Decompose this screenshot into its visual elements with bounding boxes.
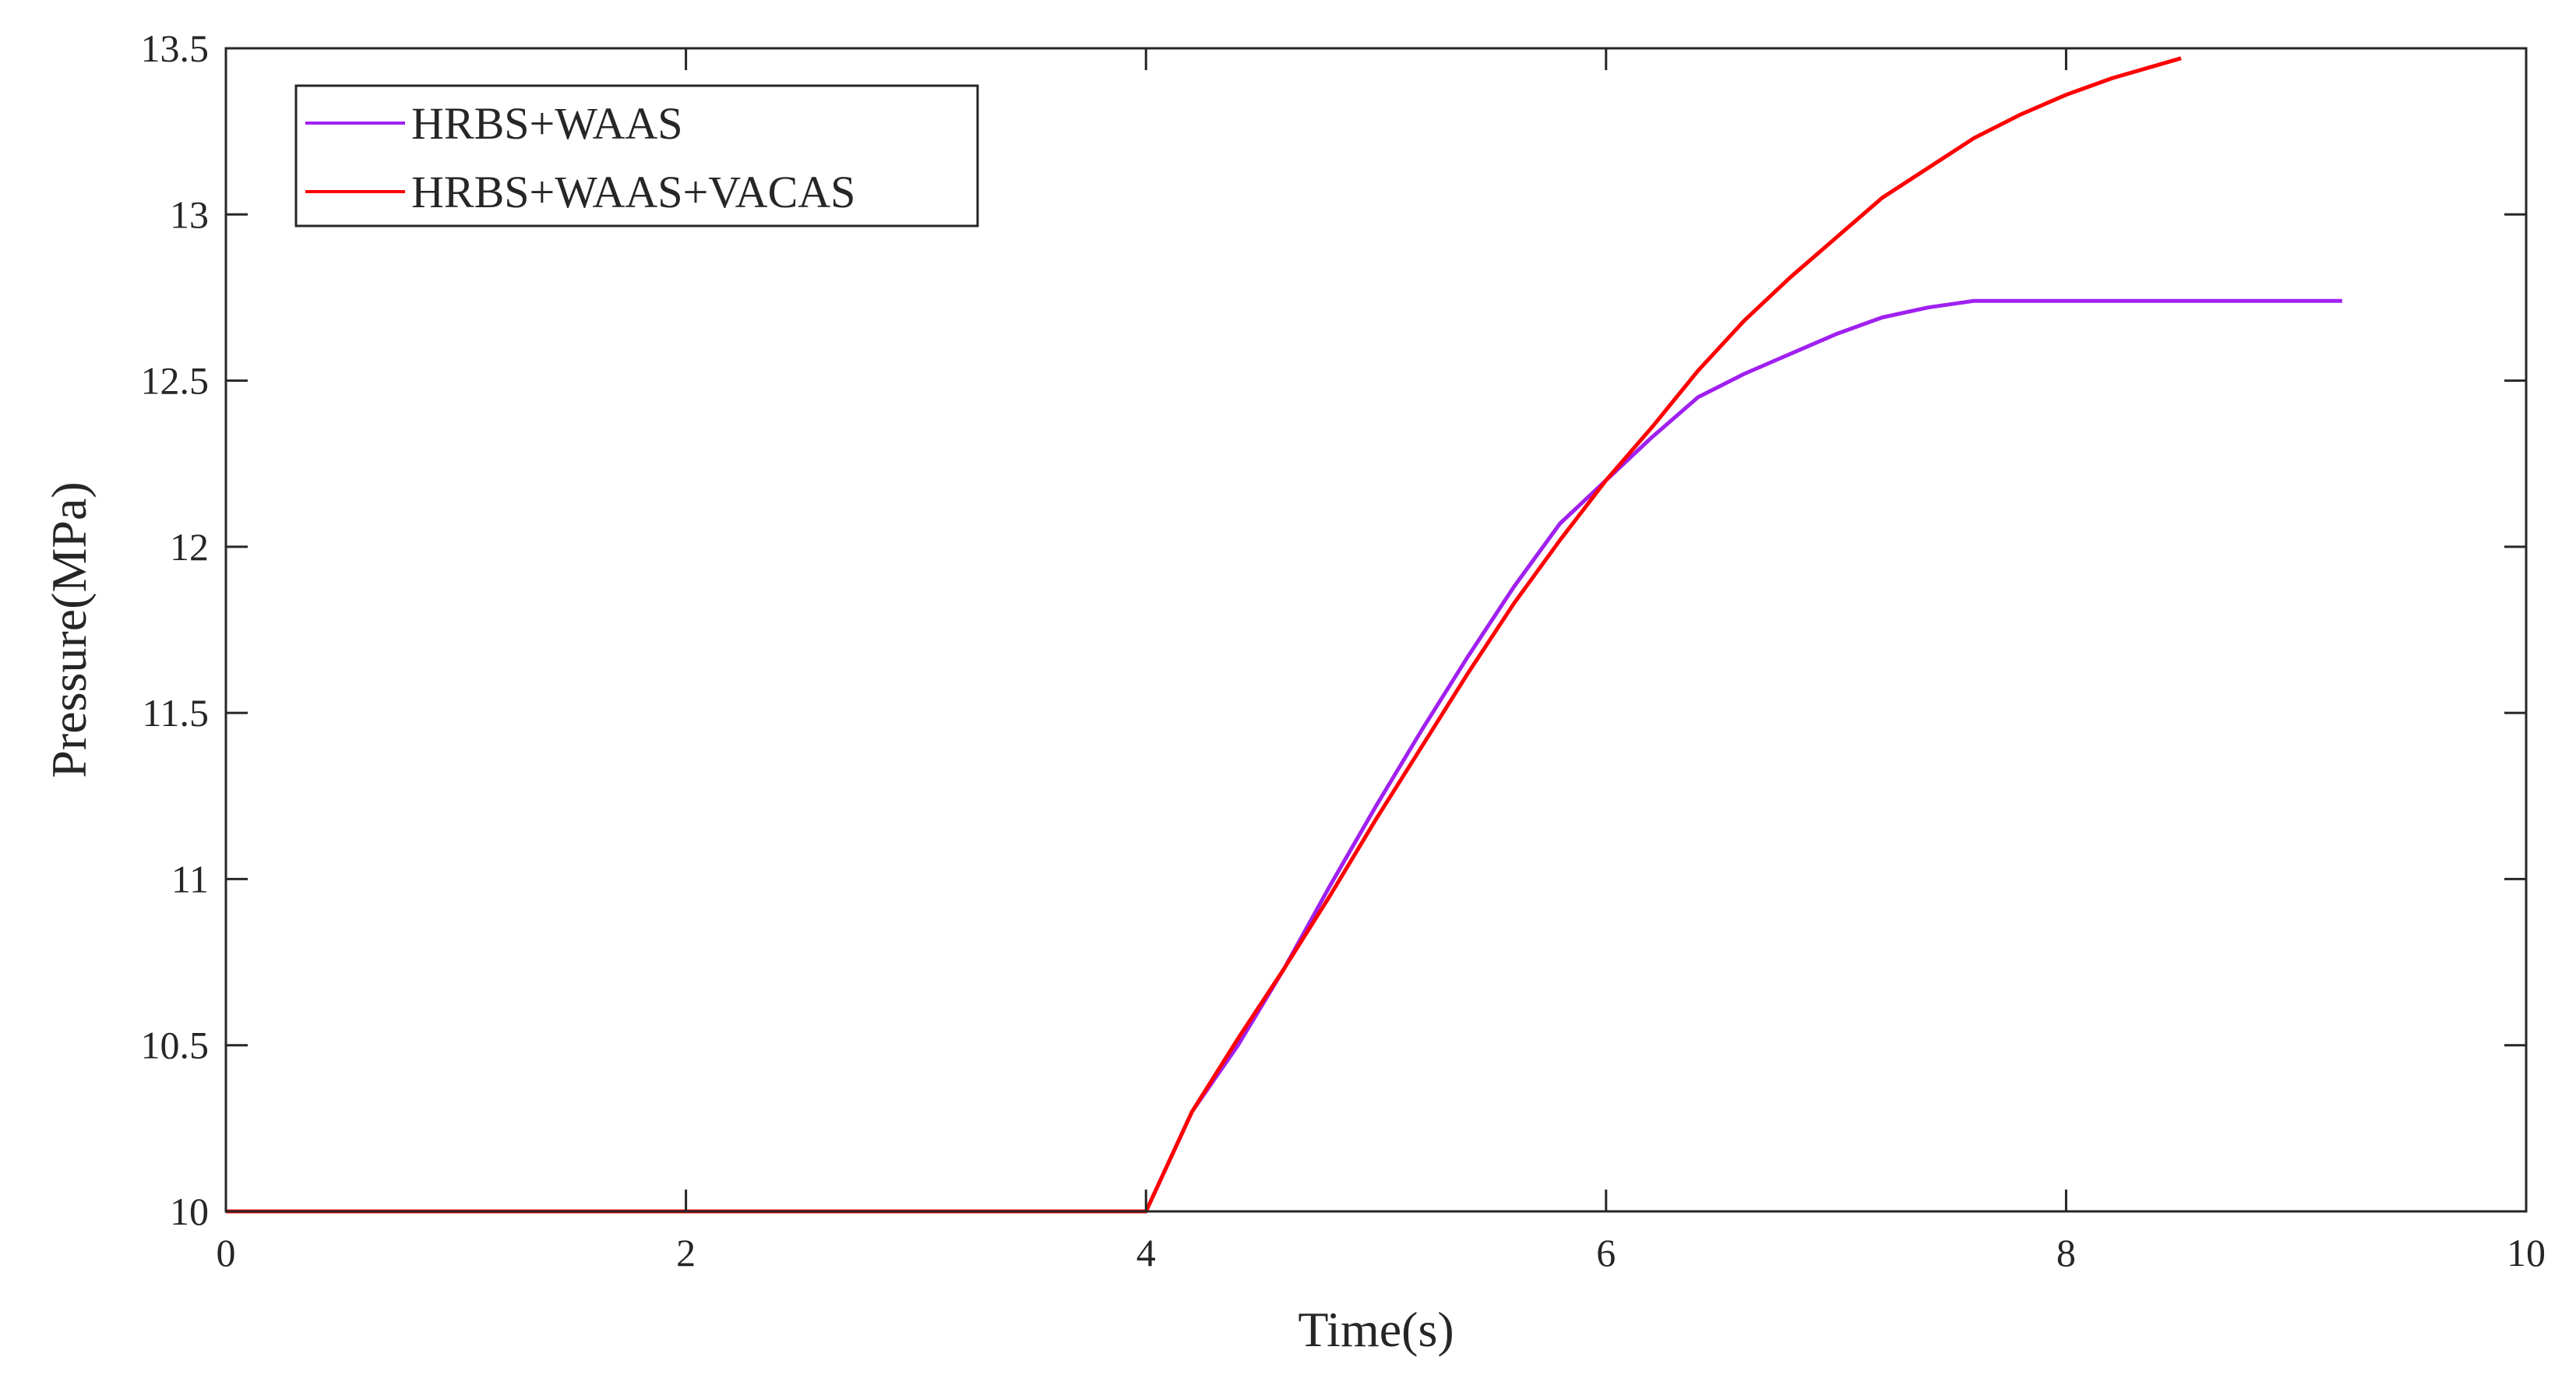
y-tick-label: 13 [170,192,209,236]
x-tick-label: 6 [1596,1231,1616,1274]
plot-frame [224,47,2528,1213]
legend-label-hrbs-waas: HRBS+WAAS [411,98,683,149]
series-line-1 [226,56,2182,1214]
y-tick-label: 10 [170,1190,209,1233]
legend-label-hrbs-waas-vacas: HRBS+WAAS+VACAS [411,167,855,217]
y-tick-label: 11 [171,857,209,901]
y-tick-label: 10.5 [141,1024,210,1067]
x-axis-title: Time(s) [1298,1302,1454,1357]
ticks-layer: 0 2 4 6 8 10 10 10.5 11 11.5 12 12.5 13 13.5 [141,26,2546,1274]
series-line-0 [226,298,2342,1214]
y-tick-label: 12.5 [141,359,210,403]
x-tick-label: 8 [2056,1231,2076,1274]
legend-box [294,84,979,227]
x-tick-label: 2 [676,1231,696,1274]
x-tick-label: 4 [1136,1231,1156,1274]
series-layer [226,56,2342,1214]
legend: HRBS+WAAS HRBS+WAAS+VACAS [294,84,979,227]
y-tick-label: 13.5 [141,26,210,70]
y-tick-label: 12 [170,525,209,569]
y-axis-title: Pressure(MPa) [41,481,97,777]
x-tick-label: 10 [2507,1231,2546,1274]
x-tick-label: 0 [217,1231,236,1274]
y-tick-label: 11.5 [142,691,209,735]
